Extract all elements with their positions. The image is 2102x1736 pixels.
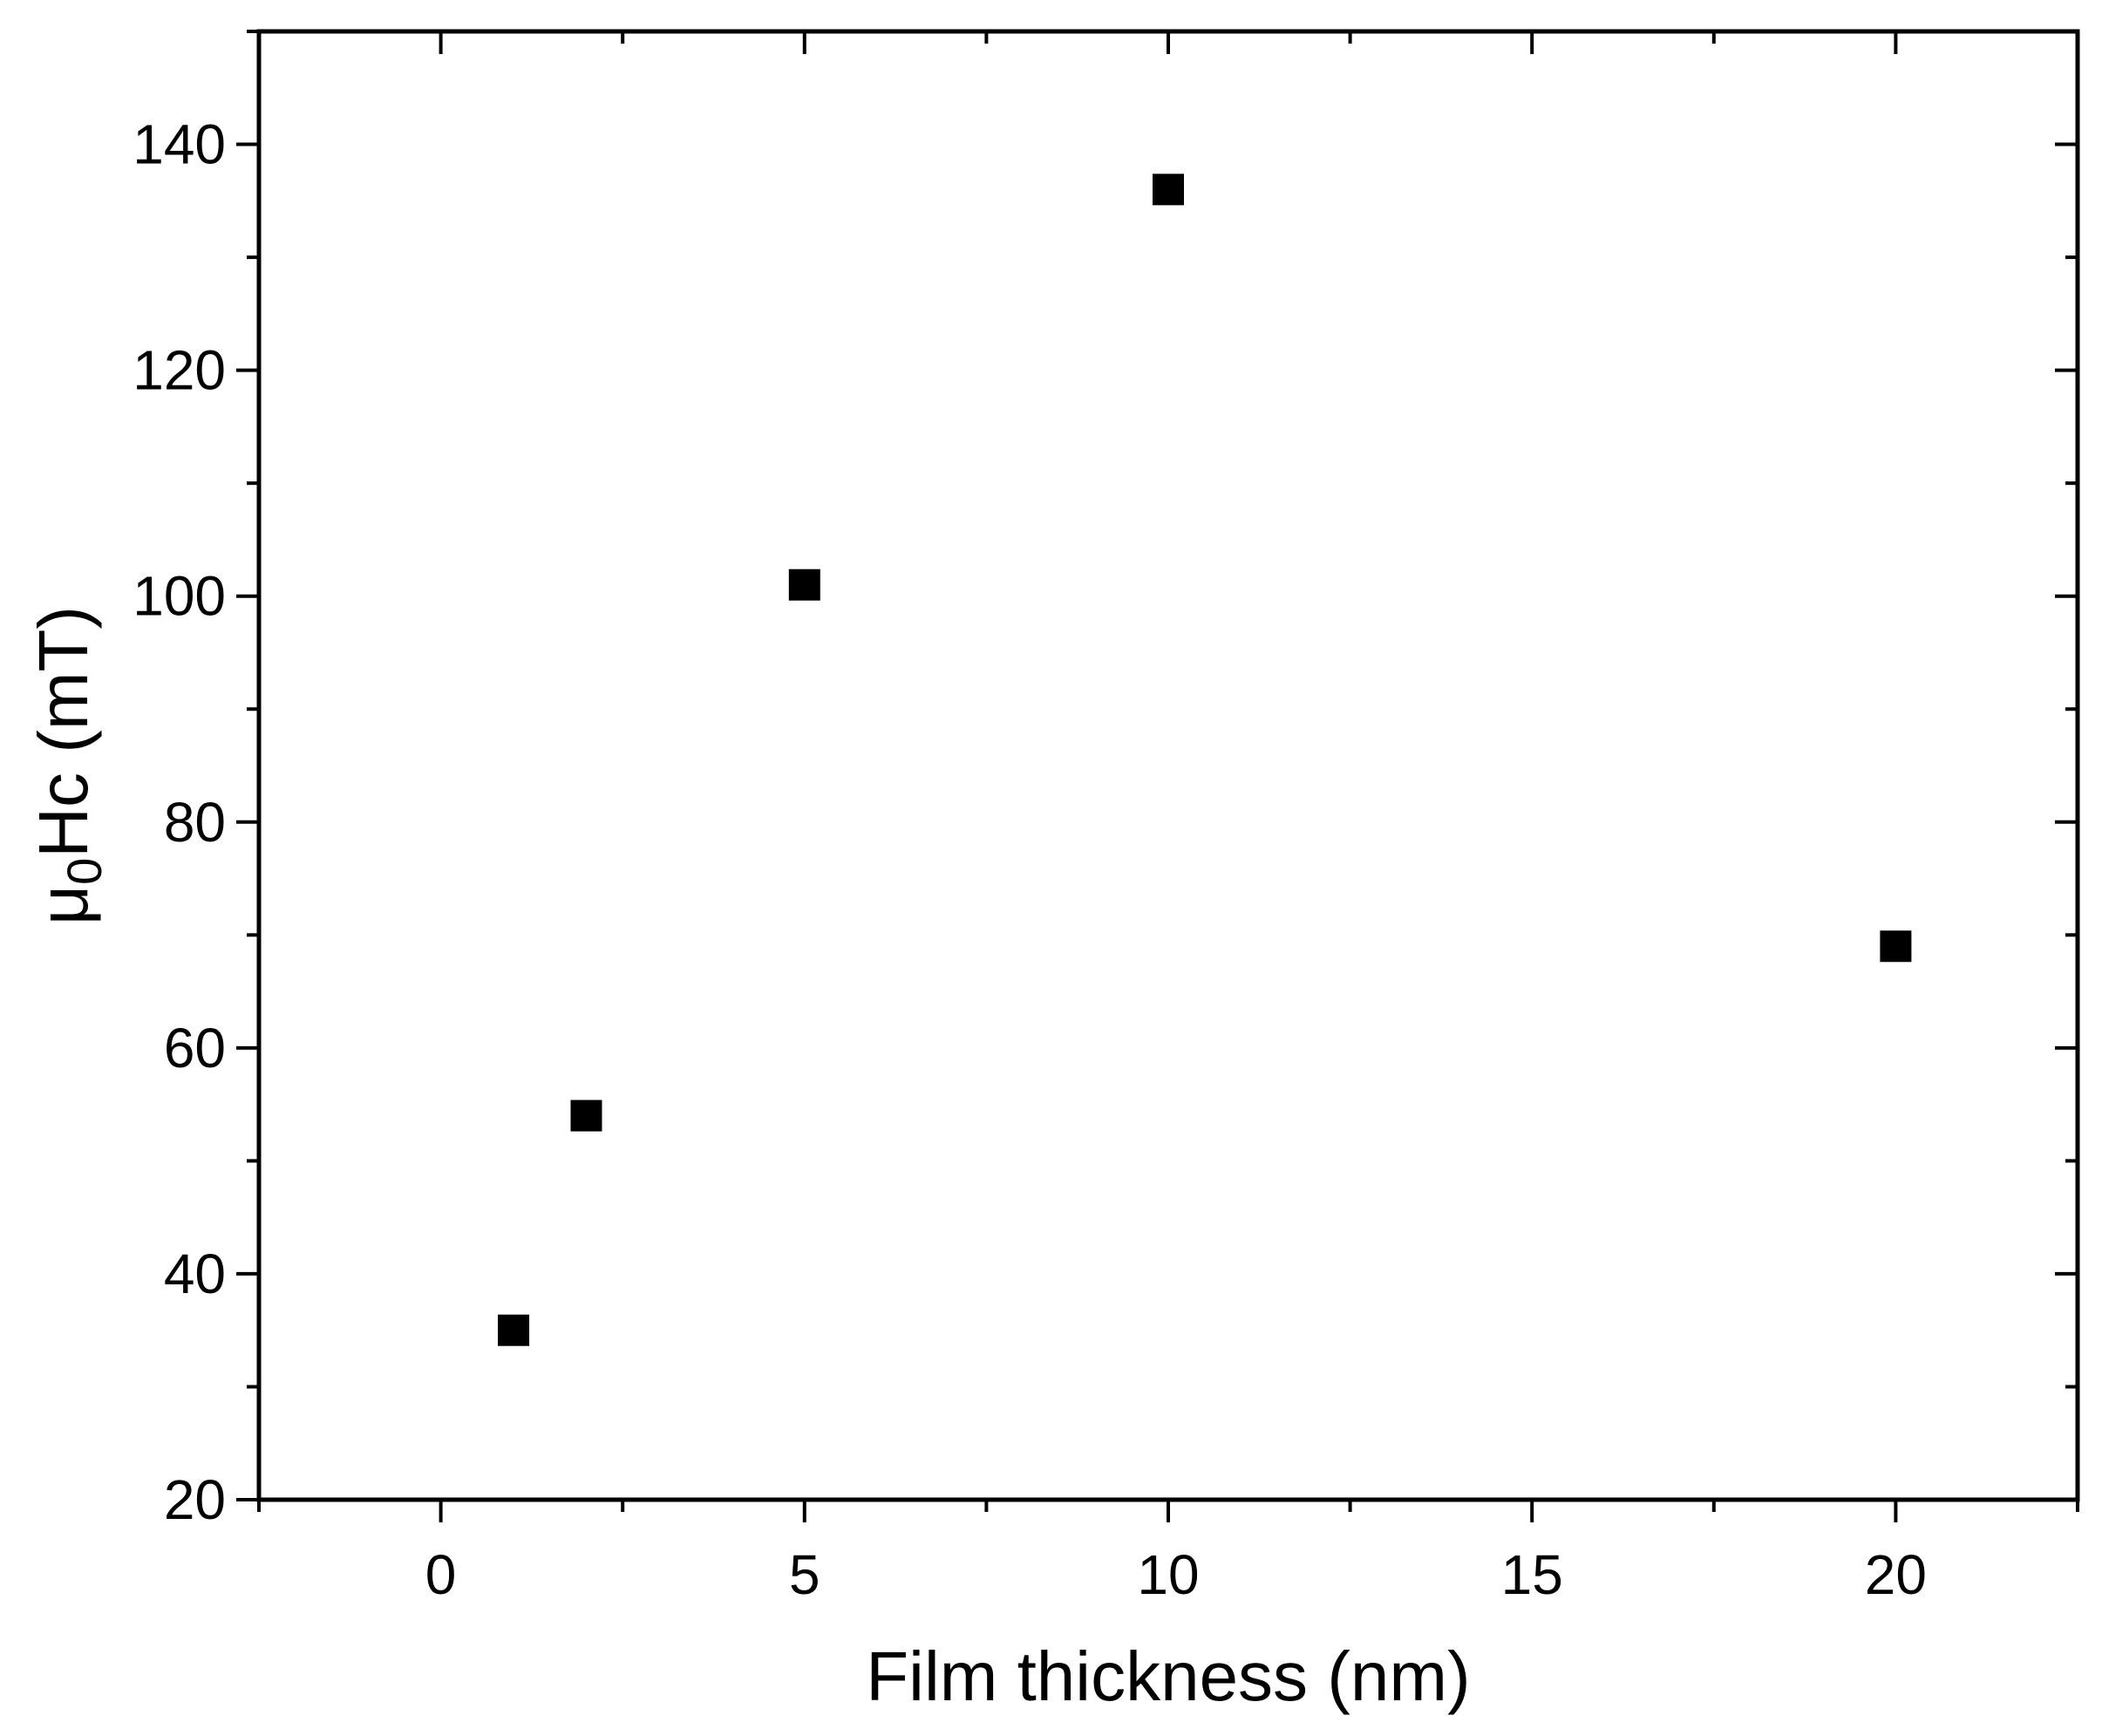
data-point-3 [788,568,820,601]
data-point-5 [1880,930,1912,963]
y-tick-label-60: 60 [164,1017,226,1079]
y-tick-label-80: 80 [164,791,226,854]
x-tick-label-5: 5 [789,1543,820,1606]
plot-frame [256,29,2080,1502]
data-point-2 [570,1099,602,1132]
x-tick-label-20: 20 [1865,1543,1927,1606]
y-axis-title-subscript: 0 [57,858,112,885]
data-markers [498,174,1912,1346]
x-axis-title: Film thickness (nm) [866,1637,1470,1715]
y-axis-title-rest: Hc (mT) [24,606,102,858]
data-point-4 [1153,174,1184,206]
y-tick-label-140: 140 [133,113,226,176]
y-tick-label-100: 100 [133,565,226,628]
x-tick-label-0: 0 [425,1543,457,1606]
y-tick-label-40: 40 [164,1242,226,1305]
tick-labels: 0 5 10 15 20 20 40 60 80 100 120 140 [133,113,1927,1606]
y-axis-title-mu: μ [24,885,102,925]
y-axis-title: μ0Hc (mT) [24,606,112,925]
x-tick-label-15: 15 [1501,1543,1563,1606]
y-tick-label-120: 120 [133,339,226,402]
axis-ticks [236,30,2079,1522]
data-point-1 [498,1314,530,1346]
y-tick-label-20: 20 [164,1468,226,1531]
x-tick-label-10: 10 [1137,1543,1199,1606]
